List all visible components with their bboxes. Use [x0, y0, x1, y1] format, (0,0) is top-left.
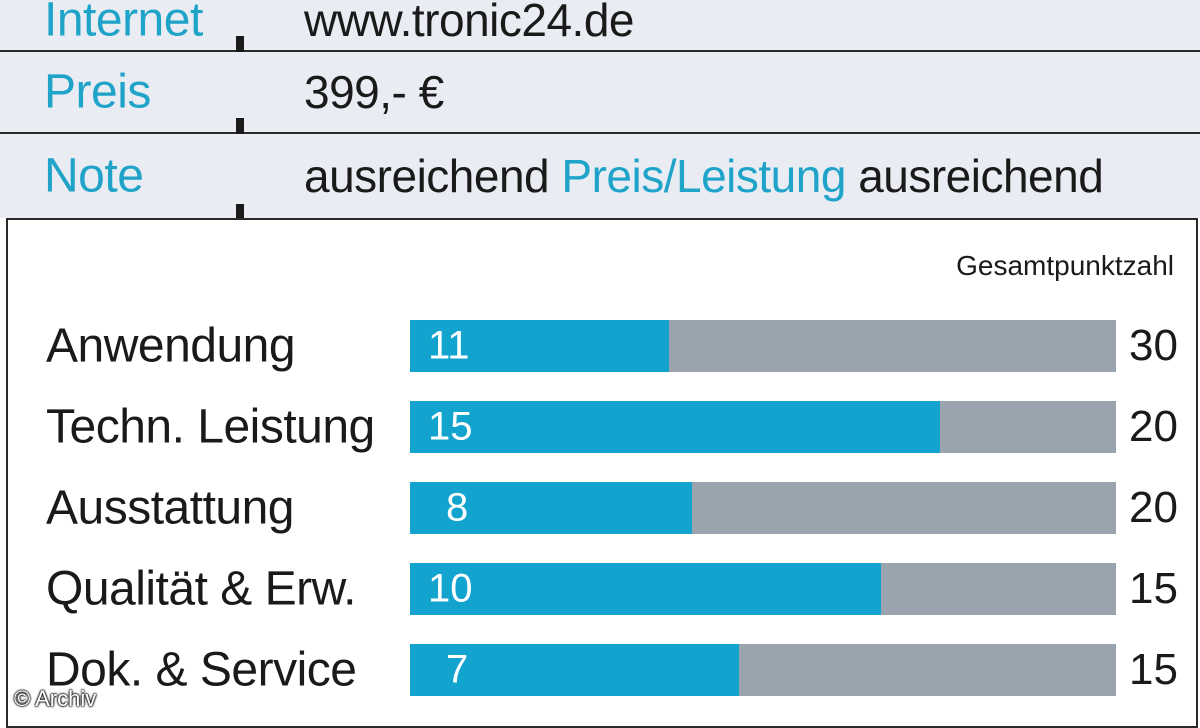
note-values: ausreichend Preis/Leistung ausreichend	[304, 149, 1104, 203]
bar-track: 7	[410, 644, 1116, 696]
bar-fill: 7	[410, 644, 740, 696]
preis-label: Preis	[44, 65, 151, 119]
chart-header: Gesamtpunktzahl	[956, 250, 1174, 281]
bar-track: 11	[410, 320, 1116, 372]
bar-row: Dok. & Service 7 15	[8, 643, 1196, 697]
bar-value-label: 7	[446, 647, 469, 692]
internet-label: Internet	[44, 0, 203, 47]
bar-row: Anwendung 11 30	[8, 319, 1196, 373]
max-points-label: 20	[1129, 483, 1178, 532]
bar-track: 10	[410, 563, 1116, 615]
bar-fill: 8	[410, 482, 693, 534]
bar-row: Qualität & Erw. 10 15	[8, 562, 1196, 616]
note-label: Note	[44, 149, 144, 203]
category-label: Anwendung	[46, 319, 296, 373]
bar-row: Techn. Leistung 15 20	[8, 400, 1196, 454]
internet-value: www.tronic24.de	[304, 0, 635, 46]
note-value: ausreichend	[304, 150, 550, 202]
category-label: Techn. Leistung	[46, 400, 375, 454]
max-points-label: 20	[1129, 402, 1178, 451]
bar-value-label: 10	[428, 566, 473, 611]
row-tick	[236, 204, 244, 220]
max-points-label: 15	[1129, 645, 1178, 694]
preis-leistung-label: Preis/Leistung	[561, 150, 846, 202]
rating-chart: Gesamtpunktzahl Anwendung 11 30 Techn. Leis…	[6, 218, 1198, 728]
category-label: Dok. & Service	[46, 643, 357, 697]
category-label: Ausstattung	[46, 481, 295, 535]
preis-leistung-value: ausreichend	[858, 150, 1104, 202]
bar-fill: 15	[410, 401, 940, 453]
bar-fill: 11	[410, 320, 669, 372]
info-row-preis: Preis 399,- €	[0, 52, 1200, 134]
max-points-label: 30	[1129, 321, 1178, 370]
bar-value-label: 15	[428, 404, 473, 449]
row-tick	[236, 118, 244, 134]
bar-value-label: 8	[446, 485, 469, 530]
bar-track: 8	[410, 482, 1116, 534]
bar-value-label: 11	[428, 323, 470, 368]
bar-row: Ausstattung 8 20	[8, 481, 1196, 535]
bar-fill: 10	[410, 563, 881, 615]
bar-track: 15	[410, 401, 1116, 453]
row-tick	[236, 36, 244, 52]
max-points-label: 15	[1129, 564, 1178, 613]
info-row-note: Note ausreichend Preis/Leistung ausreich…	[0, 134, 1200, 220]
category-label: Qualität & Erw.	[46, 562, 356, 616]
copyright-notice: © Archiv	[14, 686, 97, 711]
preis-value: 399,- €	[304, 66, 444, 118]
info-row-internet: Internet www.tronic24.de	[0, 0, 1200, 52]
